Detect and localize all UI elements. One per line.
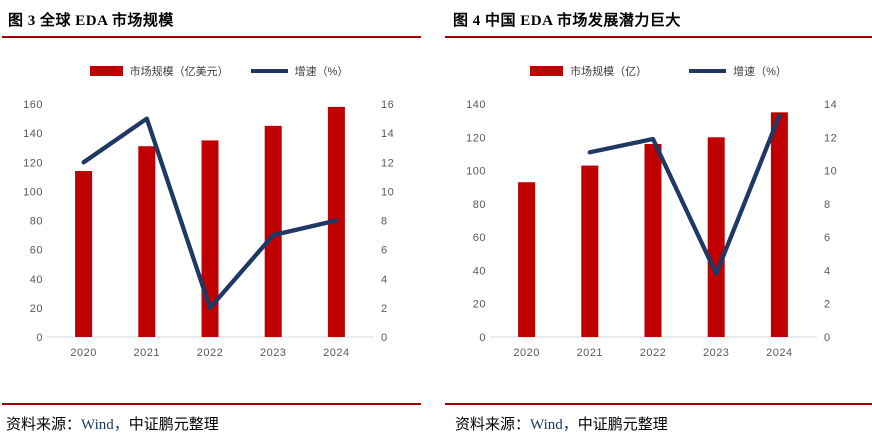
global-eda-combo-chart: 0 20 40 60 80 100 120 140 160 0 2 4 6 8 10 12 14 16 2020 20… xyxy=(23,99,394,359)
bar-2023 xyxy=(264,125,282,337)
source-label: 资料来源： xyxy=(455,417,531,433)
right-axis-tick: 2 xyxy=(824,299,831,311)
x-axis-label: 2023 xyxy=(703,347,729,359)
figure-3-title-rule xyxy=(2,36,421,38)
source-label: 资料来源： xyxy=(6,417,82,433)
left-axis-tick: 60 xyxy=(30,245,43,257)
x-axis-label: 2020 xyxy=(513,347,539,359)
left-axis-tick: 0 xyxy=(479,332,486,344)
right-axis-tick: 8 xyxy=(824,199,831,211)
left-axis-tick: 100 xyxy=(23,186,43,198)
x-axis-label: 2020 xyxy=(70,347,96,359)
source-wind: Wind， xyxy=(81,417,129,433)
legend-item-growth: 增速（%） xyxy=(250,63,349,79)
x-axis-label: 2021 xyxy=(577,347,603,359)
left-axis-tick: 140 xyxy=(23,128,43,140)
left-axis-tick: 120 xyxy=(23,157,43,169)
right-axis-tick: 10 xyxy=(381,186,394,198)
bar-swatch-icon xyxy=(89,66,123,76)
left-axis-tick: 140 xyxy=(466,99,486,111)
source-rest: 中证鹏元整理 xyxy=(577,417,668,433)
bar-2022 xyxy=(644,143,662,337)
left-axis-tick: 160 xyxy=(23,99,43,111)
left-axis-tick: 20 xyxy=(30,303,43,315)
x-axis-label: 2022 xyxy=(197,347,223,359)
legend-label: 市场规模（亿美元） xyxy=(129,66,229,78)
line-swatch-icon xyxy=(250,69,288,73)
figure-4-legend: 市场规模（亿） 增速（%） xyxy=(445,64,872,78)
left-axis-tick: 40 xyxy=(473,265,486,277)
left-axis-tick: 40 xyxy=(30,274,43,286)
bar-2023 xyxy=(707,137,725,337)
left-axis-tick: 80 xyxy=(473,199,486,211)
figure-3-footer-rule xyxy=(2,403,421,405)
legend-label: 增速（%） xyxy=(294,66,349,78)
right-axis-tick: 12 xyxy=(824,132,837,144)
growth-rate-line xyxy=(81,116,339,311)
left-axis-tick: 20 xyxy=(473,299,486,311)
growth-rate-line xyxy=(587,113,782,276)
figure-4-source: 资料来源：Wind，中证鹏元整理 xyxy=(445,405,872,434)
x-axis-label: 2023 xyxy=(260,347,286,359)
right-axis-tick: 6 xyxy=(824,232,831,244)
source-wind: Wind， xyxy=(530,417,578,433)
bar-2021 xyxy=(138,146,156,337)
left-axis-tick: 120 xyxy=(466,132,486,144)
right-axis-tick: 6 xyxy=(381,245,388,257)
left-axis-tick: 60 xyxy=(473,232,486,244)
legend-item-market-size: 市场规模（亿） xyxy=(530,63,647,79)
x-axis-label: 2024 xyxy=(766,347,792,359)
figure-4-title-rule xyxy=(445,36,872,38)
x-axis-label: 2024 xyxy=(323,347,349,359)
right-axis-tick: 14 xyxy=(381,128,394,140)
x-axis-label: 2021 xyxy=(134,347,160,359)
bar-swatch-icon xyxy=(530,66,564,76)
right-axis-tick: 12 xyxy=(381,157,394,169)
right-axis-tick: 10 xyxy=(824,166,837,178)
left-axis-tick: 0 xyxy=(36,332,43,344)
figure-3-panel: 图 3 全球 EDA 市场规模 市场规模（亿美元） 增速（%） 0 20 40 60 8… xyxy=(2,13,436,434)
left-axis-tick: 100 xyxy=(466,166,486,178)
right-axis-tick: 0 xyxy=(381,332,388,344)
right-axis-tick: 16 xyxy=(381,99,394,111)
legend-item-market-size: 市场规模（亿美元） xyxy=(89,63,229,79)
bar-2020 xyxy=(75,170,93,337)
china-eda-combo-chart: 0 20 40 60 80 100 120 140 0 2 4 6 8 10 12 14 2020 2021 202… xyxy=(466,99,837,359)
figure-3-source: 资料来源：Wind，中证鹏元整理 xyxy=(2,405,436,434)
figure-4-footer: 资料来源：Wind，中证鹏元整理 xyxy=(445,403,872,434)
bar-2021 xyxy=(581,165,599,337)
bar-2024 xyxy=(770,112,788,337)
right-axis-tick: 0 xyxy=(824,332,831,344)
bar-2020 xyxy=(518,182,536,337)
figure-3-chart-area: 0 20 40 60 80 100 120 140 160 0 2 4 6 8 10 12 14 16 2020 20… xyxy=(2,84,436,376)
right-axis-tick: 4 xyxy=(824,265,831,277)
left-axis-tick: 80 xyxy=(30,216,43,228)
figure-3-legend: 市场规模（亿美元） 增速（%） xyxy=(2,64,436,78)
x-axis-label: 2022 xyxy=(640,347,666,359)
figure-4-title: 图 4 中国 EDA 市场发展潜力巨大 xyxy=(453,13,681,29)
legend-label: 增速（%） xyxy=(733,66,787,78)
figure-4-panel: 图 4 中国 EDA 市场发展潜力巨大 市场规模（亿） 增速（%） 0 20 40 6… xyxy=(436,0,872,434)
line-swatch-icon xyxy=(689,69,727,73)
right-axis-tick: 14 xyxy=(824,99,837,111)
figure-3-title: 图 3 全球 EDA 市场规模 xyxy=(8,13,174,29)
legend-item-growth: 增速（%） xyxy=(689,63,787,79)
source-rest: 中证鹏元整理 xyxy=(128,417,219,433)
legend-label: 市场规模（亿） xyxy=(570,66,648,78)
figure-4-chart-area: 0 20 40 60 80 100 120 140 0 2 4 6 8 10 12 14 2020 2021 202… xyxy=(445,84,872,376)
figure-4-footer-rule xyxy=(445,403,872,405)
figure-3-footer: 资料来源：Wind，中证鹏元整理 xyxy=(2,403,436,434)
bar-2022 xyxy=(201,140,219,337)
right-axis-tick: 8 xyxy=(381,216,388,228)
right-axis-tick: 4 xyxy=(381,274,388,286)
right-axis-tick: 2 xyxy=(381,303,388,315)
